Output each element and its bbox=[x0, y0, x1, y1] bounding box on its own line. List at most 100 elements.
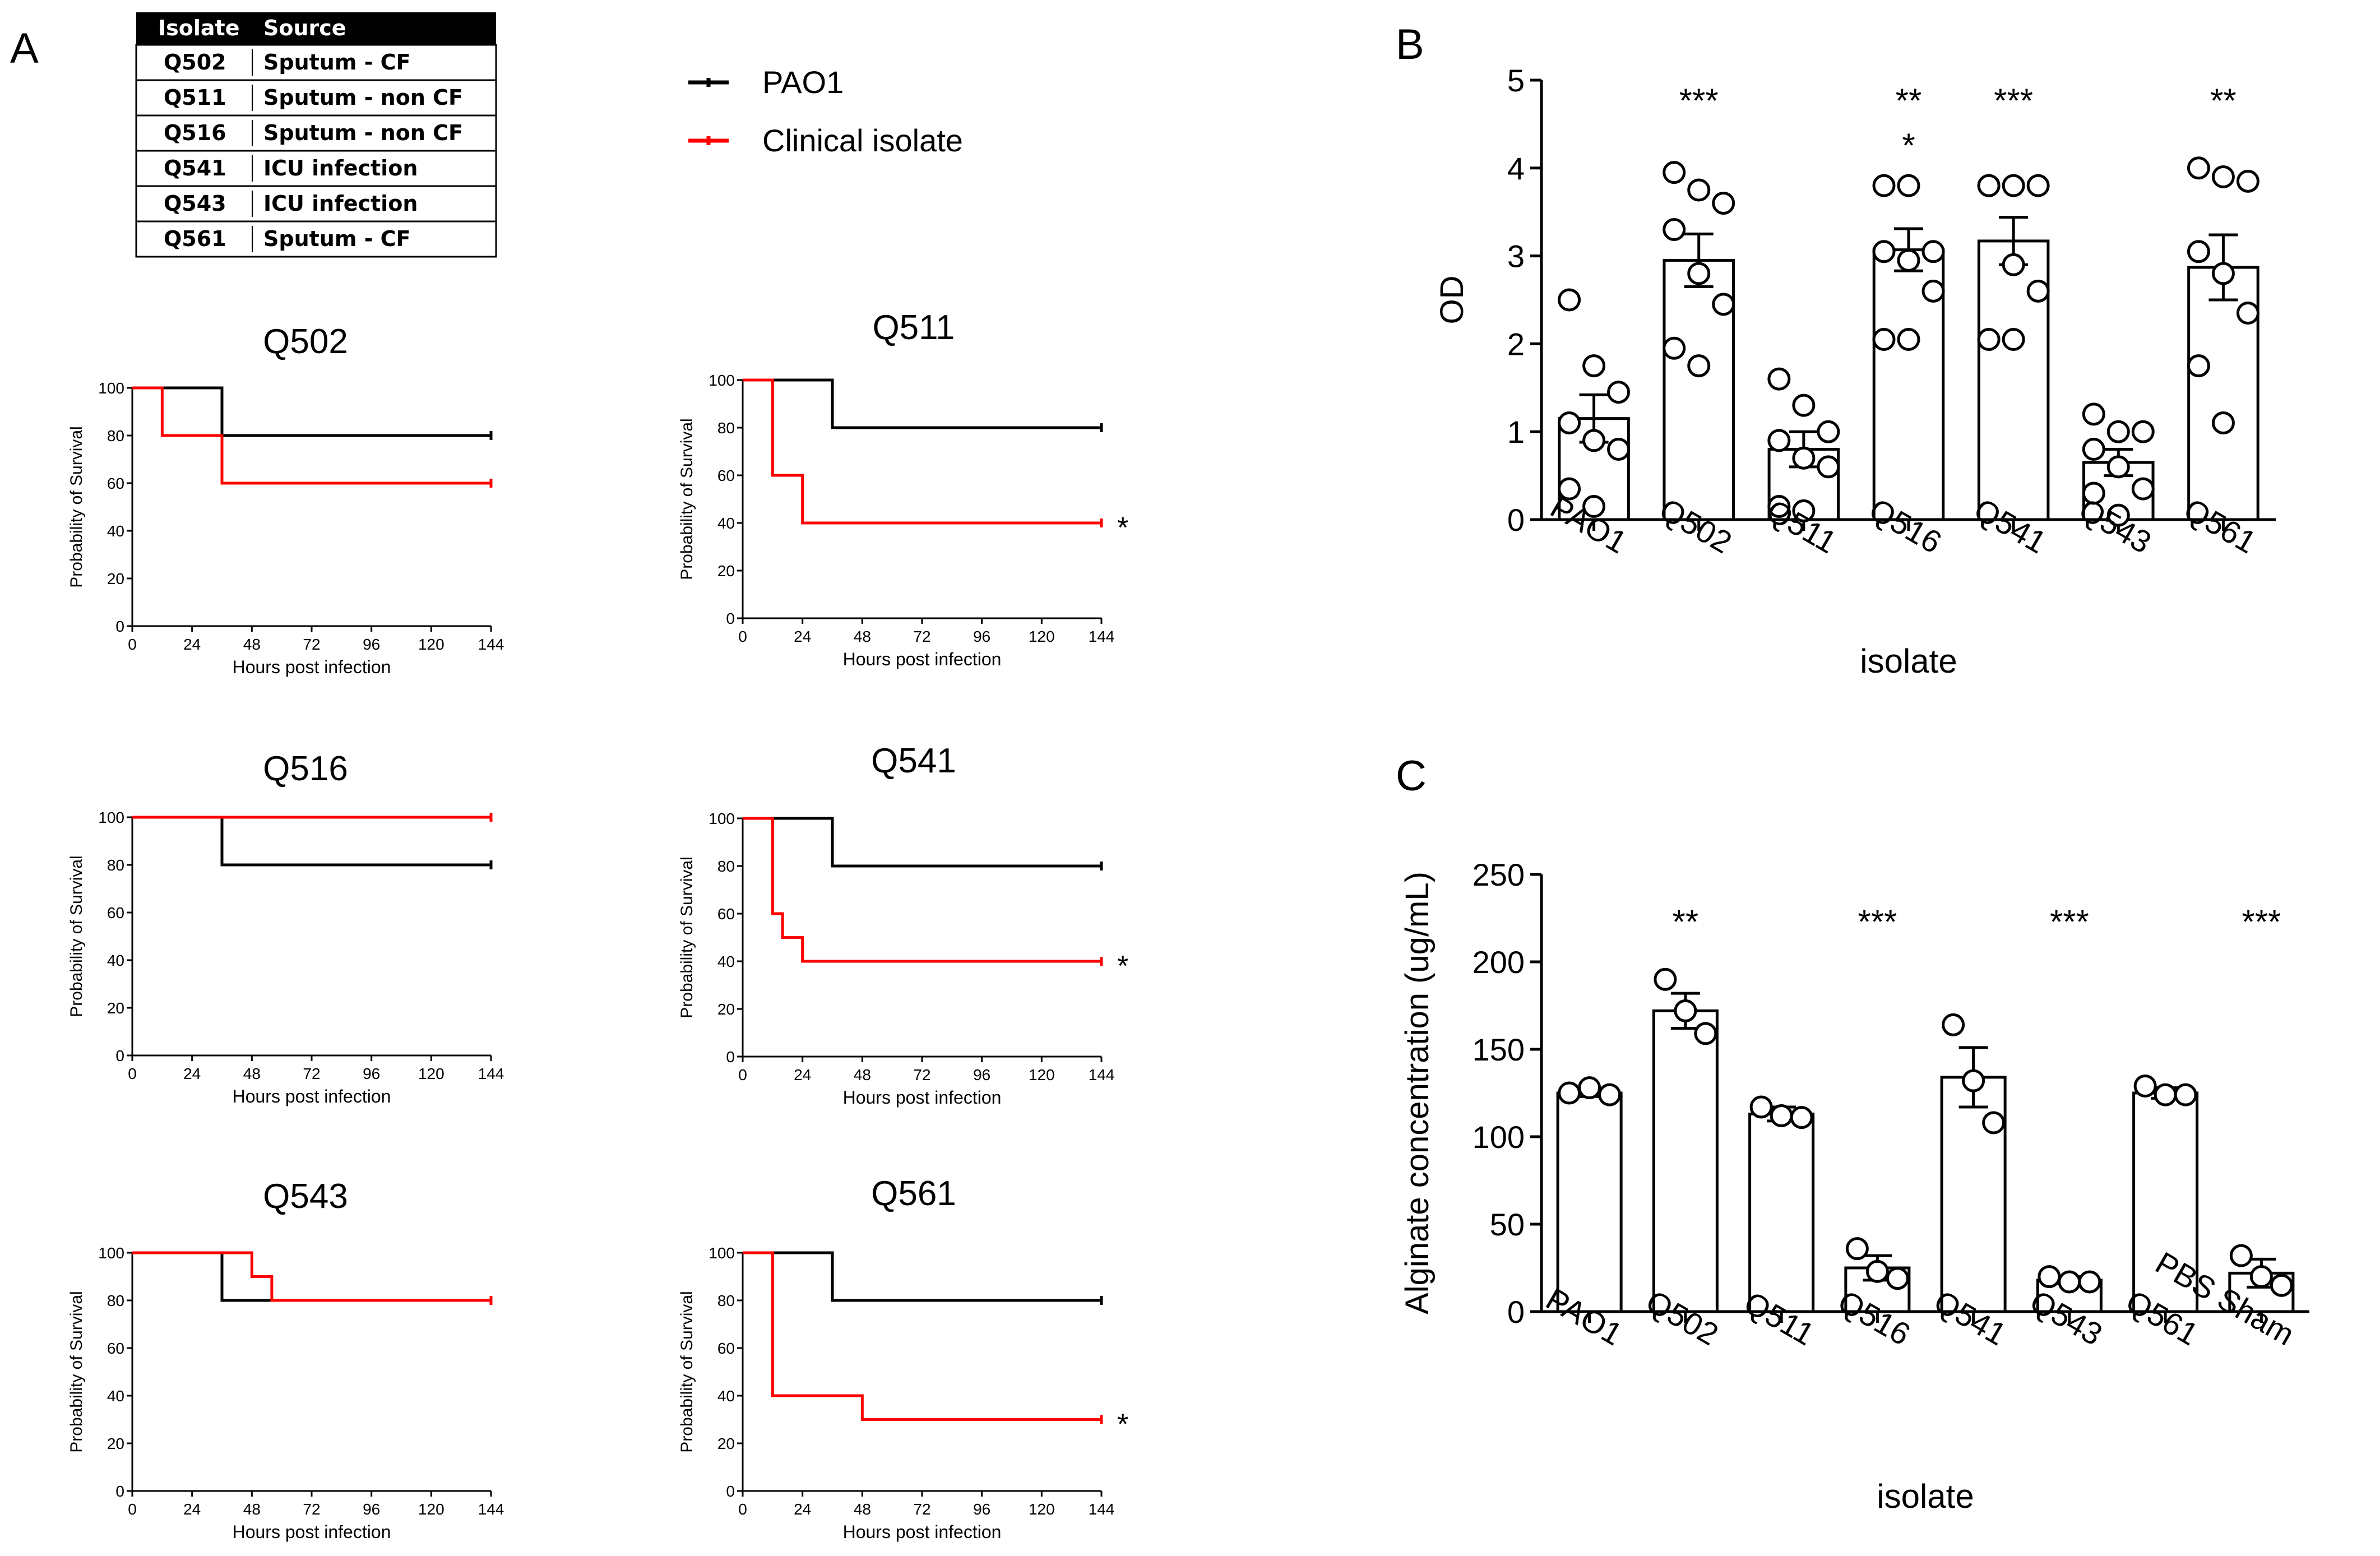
y-tick-label: 60 bbox=[107, 1340, 124, 1357]
x-tick-label: 72 bbox=[303, 636, 320, 653]
data-point bbox=[1663, 218, 1686, 242]
data-point bbox=[1582, 494, 1606, 518]
table-row-5 bbox=[135, 220, 497, 258]
data-point bbox=[1767, 429, 1791, 452]
data-point bbox=[1694, 1022, 1717, 1045]
y-axis-label: Probability of Survival bbox=[678, 856, 696, 1018]
x-axis-label: Hours post infection bbox=[843, 1087, 1002, 1108]
x-tick-label: 0 bbox=[738, 628, 747, 645]
y-tick-label: 50 bbox=[1490, 1207, 1525, 1242]
data-point bbox=[2236, 169, 2259, 193]
y-tick-label: 40 bbox=[107, 952, 124, 969]
data-point bbox=[2082, 438, 2105, 461]
x-tick-label: 144 bbox=[478, 636, 504, 653]
y-tick-label: 250 bbox=[1473, 857, 1525, 892]
data-point bbox=[1792, 499, 1816, 522]
x-tick-label: 0 bbox=[738, 1501, 747, 1518]
x-tick-label: 120 bbox=[418, 1501, 444, 1518]
y-tick-label: 0 bbox=[115, 1047, 124, 1064]
x-tick-label: 120 bbox=[1029, 628, 1055, 645]
km-chart-q543: Q543 0 20 40 60 80 100 0 24 48 72 96 120 144 Hours pos… bbox=[67, 1177, 504, 1542]
significance-marker: * bbox=[1117, 512, 1128, 544]
significance-marker: *** bbox=[1994, 82, 2033, 119]
table-row-4 bbox=[135, 185, 497, 223]
y-tick-label: 60 bbox=[717, 1340, 735, 1357]
data-point bbox=[1558, 477, 1581, 501]
legend-clinical-label: Clinical isolate bbox=[762, 123, 963, 158]
data-point bbox=[1792, 446, 1816, 470]
data-point bbox=[2002, 174, 2025, 197]
data-point bbox=[1607, 381, 1631, 404]
data-point bbox=[1845, 1237, 1869, 1261]
x-axis-label: Hours post infection bbox=[233, 1086, 391, 1106]
y-tick-label: 4 bbox=[1507, 151, 1525, 186]
x-tick-label: 144 bbox=[478, 1065, 504, 1082]
y-tick-label: 80 bbox=[717, 419, 735, 437]
data-point bbox=[1582, 354, 1606, 378]
y-tick-label: 20 bbox=[717, 1001, 735, 1018]
data-point bbox=[1962, 1069, 1985, 1092]
data-point bbox=[2131, 477, 2155, 501]
panel-label-c: C bbox=[1396, 752, 1427, 800]
x-tick-label: 96 bbox=[363, 1501, 380, 1518]
y-tick-label: 100 bbox=[709, 810, 735, 827]
x-tick-label: 48 bbox=[243, 636, 261, 653]
data-point bbox=[2078, 1270, 2101, 1294]
km-chart-q511: Q511 0 20 40 60 80 100 0 24 48 72 96 120 144 Hours pos… bbox=[678, 308, 1128, 669]
x-tick-label: 48 bbox=[854, 628, 871, 645]
y-tick-label: 100 bbox=[98, 1244, 124, 1262]
data-point bbox=[1654, 967, 1677, 991]
bar-group-pao1: PAO1 bbox=[1540, 1076, 1628, 1352]
significance-marker: * bbox=[1902, 127, 1915, 164]
table-cell-source: ICU infection bbox=[263, 191, 418, 216]
significance-marker: ** bbox=[2210, 82, 2237, 119]
table-cell-isolate: Q511 bbox=[164, 85, 226, 110]
y-tick-label: 150 bbox=[1473, 1032, 1525, 1067]
km-series-pao1 bbox=[132, 386, 491, 437]
table-header-source: Source bbox=[263, 16, 346, 40]
bar-group-q502: ***Q502 bbox=[1654, 82, 1738, 560]
y-tick-label: 5 bbox=[1507, 63, 1525, 98]
data-point bbox=[2106, 455, 2130, 479]
x-tick-label: 72 bbox=[303, 1501, 320, 1518]
data-point bbox=[2174, 1083, 2197, 1106]
data-point bbox=[1578, 1076, 1601, 1100]
data-point bbox=[1687, 354, 1711, 378]
x-axis-label: Hours post infection bbox=[843, 649, 1002, 669]
data-point bbox=[1767, 494, 1791, 518]
data-point bbox=[1921, 279, 1945, 303]
data-point bbox=[1712, 293, 1735, 316]
chart-title: Q541 bbox=[871, 742, 956, 780]
significance-marker: *** bbox=[1858, 903, 1897, 941]
alginate-bar-chart: 0 50 100 150 200 250 PAO1**Q502 Q511***Q516 Q541… bbox=[1399, 857, 2309, 1515]
significance-marker: ** bbox=[1673, 903, 1699, 941]
x-tick-label: 96 bbox=[363, 636, 380, 653]
y-axis-label: Probability of Survival bbox=[67, 426, 86, 587]
y-tick-label: 20 bbox=[107, 1435, 124, 1452]
data-point bbox=[2133, 1075, 2157, 1098]
x-tick-label: 0 bbox=[738, 1066, 747, 1083]
x-tick-label: 120 bbox=[418, 1065, 444, 1082]
bar-group-q511: Q511 bbox=[1738, 1095, 1821, 1352]
isolate-table: Isolate Source Q502 Sputum - CF Q511 Sputum… bbox=[135, 12, 497, 258]
x-tick-label: 96 bbox=[973, 1066, 990, 1083]
y-axis-label: Probability of Survival bbox=[67, 1291, 86, 1452]
y-tick-label: 20 bbox=[107, 570, 124, 587]
data-point bbox=[1817, 420, 1840, 443]
data-point bbox=[2187, 240, 2210, 263]
bar-group-q516: ***Q516 bbox=[1863, 82, 1947, 560]
x-tick-label: 72 bbox=[303, 1065, 320, 1082]
data-point bbox=[1558, 1081, 1581, 1105]
km-series-clinical-isolate bbox=[132, 1251, 491, 1302]
table-row-0 bbox=[135, 44, 497, 81]
x-tick-label: 24 bbox=[183, 1065, 201, 1082]
bar-group-q511: Q511 bbox=[1761, 367, 1842, 560]
y-tick-label: 100 bbox=[1473, 1119, 1525, 1155]
data-point bbox=[1792, 393, 1816, 417]
y-tick-label: 1 bbox=[1507, 414, 1525, 450]
significance-marker: *** bbox=[2242, 903, 2281, 941]
bar-group-q543: Q543 bbox=[2073, 402, 2157, 560]
data-point bbox=[2229, 1244, 2253, 1267]
y-tick-label: 40 bbox=[717, 1387, 735, 1405]
km-series-clinical-isolate bbox=[743, 817, 1101, 963]
